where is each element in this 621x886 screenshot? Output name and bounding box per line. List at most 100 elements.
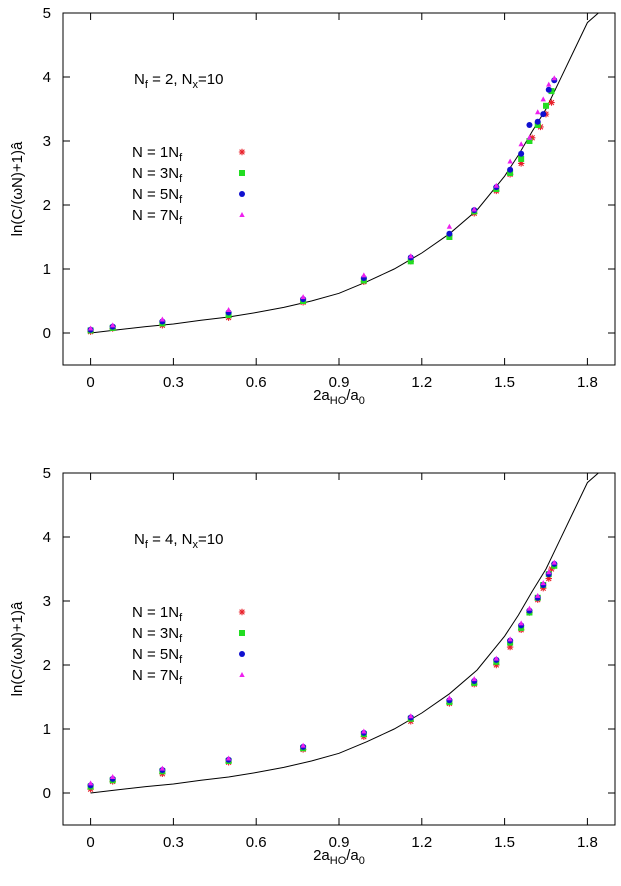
data-point [548,88,555,95]
y-tick-label: 1 [43,721,51,738]
data-point [407,258,414,265]
y-axis-label: ln(C/(ωN)+1)â [9,601,26,696]
legend-label: N = 5Nf [132,646,183,666]
x-tick-label: 1.5 [494,374,515,391]
data-point [493,182,500,188]
y-tick-label: 5 [43,5,51,22]
data-point [518,620,524,626]
series-4 [87,559,557,786]
fit-curve [90,473,599,794]
legend-label: N = 3Nf [132,625,183,645]
legend-label: N = 1Nf [132,144,183,164]
data-point [529,134,536,141]
data-point [517,160,525,167]
data-point [518,155,525,162]
x-tick-label: 0.9 [329,374,350,391]
data-point [507,170,514,176]
legend-marker [239,170,245,176]
x-tick-label: 0.3 [163,374,184,391]
data-point [507,636,513,642]
data-point [87,780,94,786]
data-point [535,592,541,598]
data-point [493,661,500,669]
data-point [506,643,514,651]
data-point [546,569,552,575]
y-tick-label: 0 [43,325,51,342]
y-tick-label: 2 [43,197,51,214]
chart-annotation: Nf = 2, Nx=10 [134,71,223,91]
legend-label: N = 5Nf [132,186,183,206]
data-point [540,111,547,118]
x-axis-label: 2aHO/a0 [313,387,365,407]
series-3 [87,77,558,333]
series-4 [87,75,557,331]
data-point [540,96,546,102]
data-point [518,141,524,147]
data-point [545,86,552,93]
legend-marker [238,148,246,156]
data-point [545,575,552,582]
x-tick-label: 0.3 [163,834,184,851]
legend-marker [239,191,245,197]
legend-marker [239,651,245,657]
data-point [159,765,166,771]
data-point [507,158,513,164]
legend-label: N = 7Nf [132,207,183,227]
data-point [551,559,557,565]
data-point [534,118,541,125]
x-tick-label: 0 [86,834,94,851]
data-point [526,138,533,144]
data-point [361,272,367,278]
legend-label: N = 7Nf [132,667,183,687]
legend-marker [239,212,245,217]
legend-label: N = 1Nf [132,604,183,624]
chart-annotation: Nf = 4, Nx=10 [134,531,223,551]
data-point [535,109,541,115]
x-tick-label: 0.6 [246,834,267,851]
data-point [540,585,547,592]
data-point [300,294,306,300]
fit-curve [90,13,599,334]
legend-marker [239,630,245,636]
data-point [225,306,232,312]
data-point [526,134,533,140]
y-tick-label: 4 [43,529,51,546]
y-tick-label: 0 [43,785,51,802]
chart-panel-1: 0 0.3 0.6 0.9 1.2 1.5 1.8 0 1 2 3 4 5 2aHO/a0 ln(C/(ωN… [9,5,616,407]
data-point [446,695,453,701]
data-point [471,676,477,682]
legend-marker [238,608,246,616]
data-point [159,316,166,322]
x-tick-label: 1.8 [577,374,598,391]
y-axis-label: ln(C/(ωN)+1)â [9,141,26,236]
data-point [526,122,533,128]
data-point [551,75,557,81]
data-point [109,774,116,779]
data-point [548,99,555,106]
data-point [408,253,414,259]
data-point [361,728,367,734]
data-point [543,102,549,109]
x-tick-label: 1.8 [577,834,598,851]
legend-label: N = 3Nf [132,165,183,185]
data-point [471,206,477,212]
data-point [518,150,525,157]
data-point [548,565,555,573]
data-point [446,223,453,229]
legend-marker [239,672,245,677]
data-point [526,605,533,611]
y-tick-label: 4 [43,69,51,86]
y-tick-label: 3 [43,593,51,610]
y-tick-label: 2 [43,657,51,674]
chart-panel-2: 0 0.3 0.6 0.9 1.2 1.5 1.8 0 1 2 3 4 5 2aHO/a0 ln(C/(ωN… [9,465,616,867]
data-point [534,122,541,128]
data-point [300,742,306,748]
x-tick-label: 1.2 [411,374,432,391]
data-point [446,234,453,240]
data-point [408,713,414,719]
x-tick-label: 1.2 [411,834,432,851]
y-tick-label: 5 [43,465,51,482]
y-tick-label: 3 [43,133,51,150]
y-tick-label: 1 [43,261,51,278]
